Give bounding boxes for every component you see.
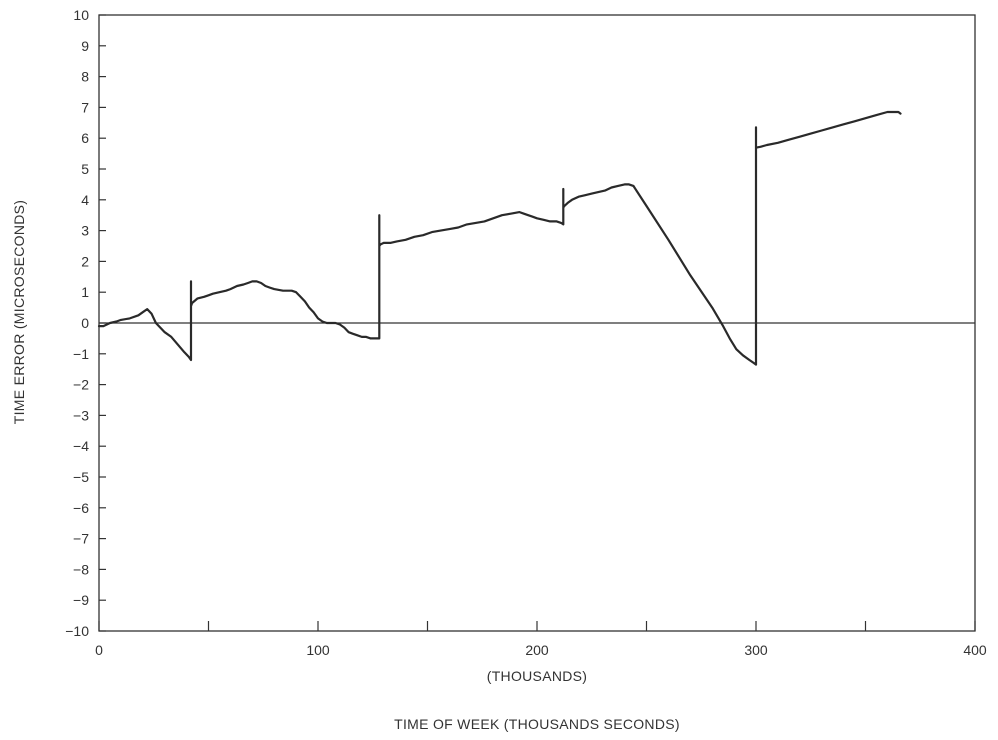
- y-tick-label: 6: [81, 130, 89, 146]
- x-axis-minor-ticks: [207, 621, 867, 631]
- y-tick-label: 2: [81, 253, 89, 269]
- x-axis-label: TIME OF WEEK (THOUSANDS SECONDS): [394, 716, 680, 732]
- y-tick-label: −5: [73, 469, 89, 485]
- series-line: [97, 110, 902, 366]
- y-tick-label: 8: [81, 69, 89, 85]
- y-tick-label: 10: [73, 7, 89, 23]
- y-tick-label: 4: [81, 192, 89, 208]
- y-tick-label: −8: [73, 561, 89, 577]
- x-tick-label: 200: [525, 642, 549, 658]
- x-tick-label: 100: [306, 642, 330, 658]
- x-tick-label: 300: [744, 642, 768, 658]
- x-axis-ticks: 0 100 200 300 400: [95, 621, 987, 658]
- x-axis-sub-label: (THOUSANDS): [487, 668, 588, 684]
- y-tick-label: −6: [73, 500, 89, 516]
- y-tick-label: 1: [81, 284, 89, 300]
- y-tick-label: −3: [73, 407, 89, 423]
- y-tick-label: 9: [81, 38, 89, 54]
- x-tick-label: 400: [963, 642, 987, 658]
- y-tick-label: 3: [81, 223, 89, 239]
- y-tick-label: −9: [73, 592, 89, 608]
- y-tick-label: −7: [73, 531, 89, 547]
- y-tick-label: −2: [73, 377, 89, 393]
- y-tick-label: 0: [81, 315, 89, 331]
- y-axis-label: TIME ERROR (MICROSECONDS): [11, 200, 27, 425]
- y-tick-label: −1: [73, 346, 89, 362]
- y-tick-label: −10: [65, 623, 89, 639]
- x-tick-label: 0: [95, 642, 103, 658]
- y-tick-label: 5: [81, 161, 89, 177]
- y-tick-label: 7: [81, 99, 89, 115]
- y-tick-label: −4: [73, 438, 89, 454]
